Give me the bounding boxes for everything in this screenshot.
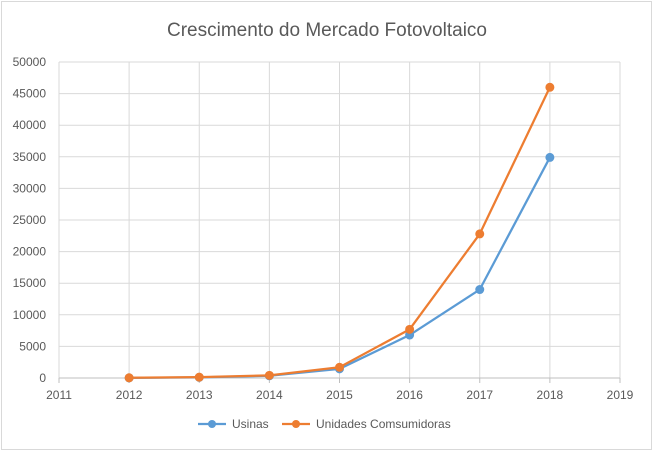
y-tick-label: 15000 (13, 276, 47, 290)
x-tick-label: 2014 (256, 388, 283, 402)
chart-title: Crescimento do Mercado Fotovoltaico (167, 20, 487, 41)
y-tick-label: 0 (39, 371, 46, 385)
x-tick-label: 2013 (186, 388, 213, 402)
y-tick-label: 35000 (13, 150, 47, 164)
data-point (405, 324, 415, 334)
data-point (545, 152, 555, 162)
y-tick-label: 25000 (13, 213, 47, 227)
y-tick-label: 10000 (13, 308, 47, 322)
data-point (194, 372, 204, 382)
legend-marker (292, 420, 300, 428)
y-tick-label: 40000 (13, 118, 47, 132)
x-tick-label: 2015 (326, 388, 353, 402)
y-tick-label: 45000 (13, 87, 47, 101)
data-point (475, 229, 485, 239)
series-group (124, 82, 555, 383)
y-tick-label: 5000 (19, 339, 46, 353)
data-point (264, 370, 274, 380)
y-tick-label: 20000 (13, 245, 47, 259)
x-tick-label: 2017 (466, 388, 493, 402)
data-point (475, 285, 485, 295)
x-tick-label: 2016 (396, 388, 423, 402)
legend-label: Unidades Comsumidoras (316, 417, 451, 431)
x-tick-label: 2012 (116, 388, 143, 402)
x-tick-label: 2011 (46, 388, 72, 402)
data-point (335, 362, 344, 372)
data-point (545, 82, 555, 92)
y-tick-label: 30000 (13, 181, 47, 195)
legend-marker (208, 420, 216, 428)
gridlines (58, 61, 621, 383)
y-axis-ticks: 0 5000 10000 15000 20000 25000 30000 35000 40000… (13, 55, 47, 385)
x-tick-label: 2018 (537, 388, 564, 402)
legend-label: Usinas (232, 417, 269, 431)
x-tick-label: 2019 (607, 388, 634, 402)
data-point (124, 373, 134, 383)
x-axis-ticks: 2011 2012 2013 2014 2015 2016 2017 2018 2019 (46, 388, 634, 402)
y-tick-label: 50000 (13, 55, 47, 69)
legend: Usinas Unidades Comsumidoras (198, 417, 451, 431)
